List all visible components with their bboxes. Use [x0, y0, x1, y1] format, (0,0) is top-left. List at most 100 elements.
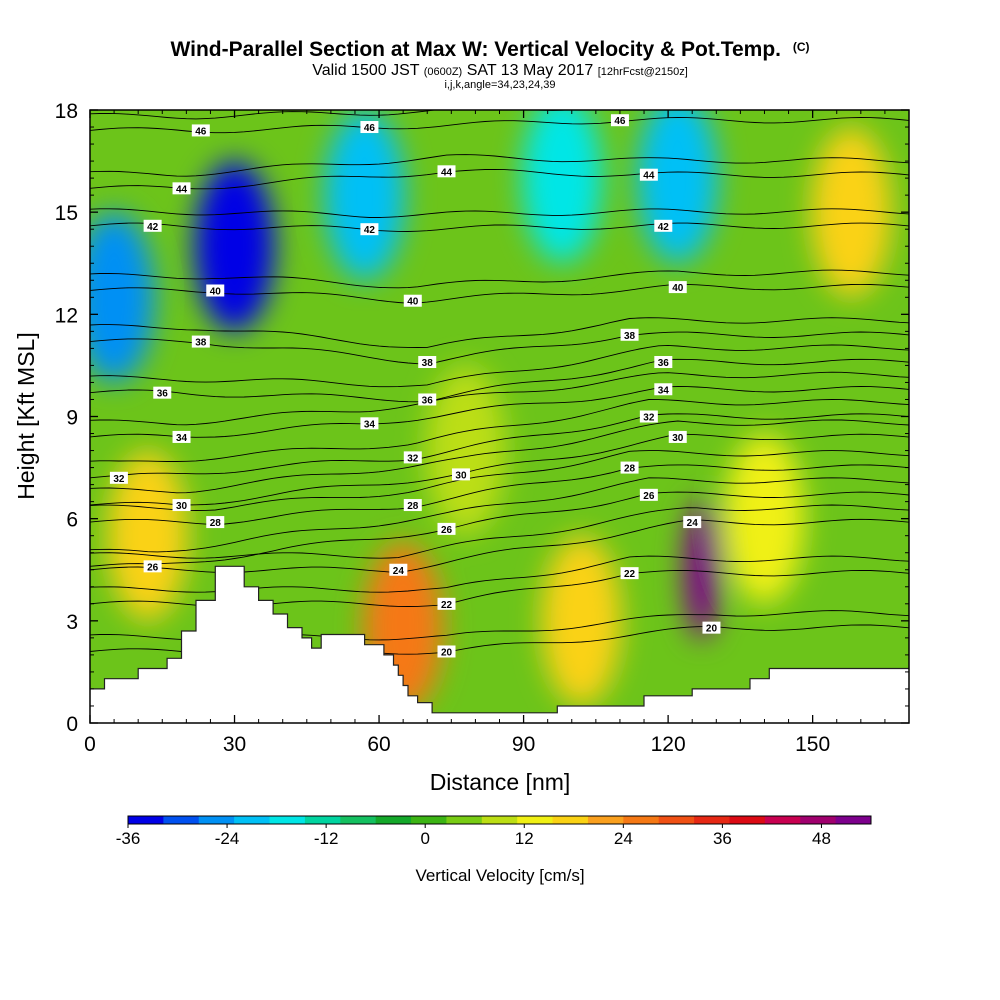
theta-contour-label: 40: [206, 284, 225, 297]
theta-isentrope: [90, 317, 909, 348]
colorbar-label: Vertical Velocity [cm/s]: [415, 866, 584, 885]
theta-contour-label: 22: [620, 567, 639, 580]
theta-contour-label: 24: [683, 516, 702, 529]
svg-text:26: 26: [147, 562, 159, 573]
theta-isentrope: [90, 433, 909, 506]
colorbar-swatch: [517, 816, 554, 824]
theta-isentrope: [90, 419, 909, 494]
x-tick-label: 90: [512, 733, 535, 756]
chart-title-main: Wind-Parallel Section at Max W: Vertical…: [170, 38, 781, 61]
theta-isentrope: [90, 386, 909, 438]
svg-text:46: 46: [195, 126, 207, 137]
velocity-feature: [324, 110, 405, 281]
x-tick-label: 0: [84, 733, 96, 756]
colorbar-swatch: [304, 816, 341, 824]
subtitle-fcst: [12hrFcst@2150z]: [598, 66, 688, 78]
svg-text:46: 46: [364, 123, 376, 134]
svg-text:36: 36: [157, 389, 169, 400]
theta-isentrope: [90, 450, 909, 511]
svg-text:38: 38: [422, 358, 434, 369]
theta-isentrope: [90, 491, 909, 567]
svg-text:32: 32: [113, 474, 125, 485]
svg-text:34: 34: [176, 433, 188, 444]
theta-contour-label: 36: [153, 386, 172, 400]
theta-contour-label: 28: [620, 461, 639, 475]
velocity-feature: [811, 127, 892, 298]
svg-text:22: 22: [624, 569, 636, 580]
theta-contour-label: 34: [172, 430, 191, 444]
x-tick-label: 30: [223, 733, 246, 756]
y-tick-label: 18: [55, 100, 78, 123]
svg-text:28: 28: [210, 518, 222, 529]
theta-contour-label: 28: [403, 499, 422, 512]
colorbar-swatch: [234, 816, 271, 824]
svg-text:40: 40: [210, 286, 222, 297]
y-tick-label: 9: [66, 407, 78, 430]
y-tick-label: 12: [55, 304, 78, 327]
colorbar-swatch: [694, 816, 730, 824]
svg-text:46: 46: [614, 116, 626, 127]
colorbar-tick-label: 48: [812, 829, 831, 848]
subtitle-main: Valid 1500 JST: [312, 62, 420, 79]
chart-subtitle: Valid 1500 JST (0600Z) SAT 13 May 2017 […: [312, 62, 688, 79]
theta-contour-label: 44: [639, 168, 658, 182]
velocity-feature: [541, 535, 622, 706]
svg-text:24: 24: [687, 518, 699, 529]
svg-text:38: 38: [624, 331, 636, 342]
svg-text:42: 42: [364, 225, 376, 236]
theta-isentrope: [90, 371, 909, 426]
colorbar-swatch: [764, 816, 801, 824]
theta-contour-label: 24: [389, 563, 408, 577]
theta-contour-label: 42: [360, 223, 379, 236]
x-tick-label: 120: [651, 733, 686, 756]
colorbar-tick-label: 36: [713, 829, 732, 848]
svg-text:34: 34: [658, 385, 670, 396]
svg-text:44: 44: [643, 171, 655, 182]
y-tick-label: 0: [66, 713, 78, 736]
plot-area: 46 46 46 44 44 44 42 42 42 40 40 40 38 38 38 36 36 36 34 34…: [90, 110, 909, 723]
velocity-feature: [683, 499, 720, 640]
svg-text:26: 26: [441, 525, 453, 536]
svg-text:32: 32: [643, 413, 655, 424]
theta-isentrope: [90, 110, 574, 120]
theta-isentrope: [90, 413, 909, 479]
theta-contour-label: 30: [451, 468, 470, 481]
theta-contour-label: 44: [437, 165, 456, 178]
x-axis-ticks: 0 30 60 90 120 150: [84, 110, 886, 756]
y-axis-label: Height [Kft MSL]: [13, 332, 39, 499]
colorbar-swatch: [800, 816, 837, 824]
y-axis-ticks: 0 36 9 12 15 18: [55, 100, 909, 736]
x-tick-label: 60: [367, 733, 390, 756]
y-tick-label: 6: [66, 509, 78, 532]
theta-contour-label: 26: [437, 522, 456, 536]
colorbar-swatch: [163, 816, 200, 824]
svg-text:36: 36: [658, 358, 670, 369]
terrain: [90, 566, 909, 723]
theta-contour-label: 40: [403, 294, 422, 308]
theta-contour-label: 32: [639, 410, 658, 424]
theta-contour-label: 20: [702, 621, 721, 635]
theta-contour-label: 30: [668, 430, 687, 444]
theta-contour-label: 40: [668, 281, 687, 294]
svg-text:36: 36: [422, 395, 434, 406]
svg-text:28: 28: [407, 501, 419, 512]
svg-text:20: 20: [706, 624, 718, 635]
svg-text:34: 34: [364, 419, 376, 430]
theta-contour-label: 46: [191, 124, 210, 137]
theta-contour-label: 26: [143, 560, 162, 573]
theta-contour-label: 20: [437, 645, 456, 658]
theta-contour-label: 38: [620, 328, 639, 342]
colorbar-swatch: [552, 816, 589, 824]
theta-isentrope: [90, 504, 909, 559]
terrain-outline: [90, 565, 909, 714]
colorbar-swatch: [375, 816, 412, 824]
svg-text:30: 30: [176, 501, 188, 512]
theta-contour-label: 28: [206, 516, 225, 529]
theta-contour-label: 36: [418, 393, 437, 406]
svg-text:44: 44: [441, 167, 453, 178]
theta-isentrope: [90, 269, 909, 289]
y-tick-label: 15: [55, 202, 78, 225]
svg-text:42: 42: [658, 222, 670, 233]
theta-isentrope: [90, 331, 909, 365]
colorbar-tick-label: 0: [420, 829, 429, 848]
